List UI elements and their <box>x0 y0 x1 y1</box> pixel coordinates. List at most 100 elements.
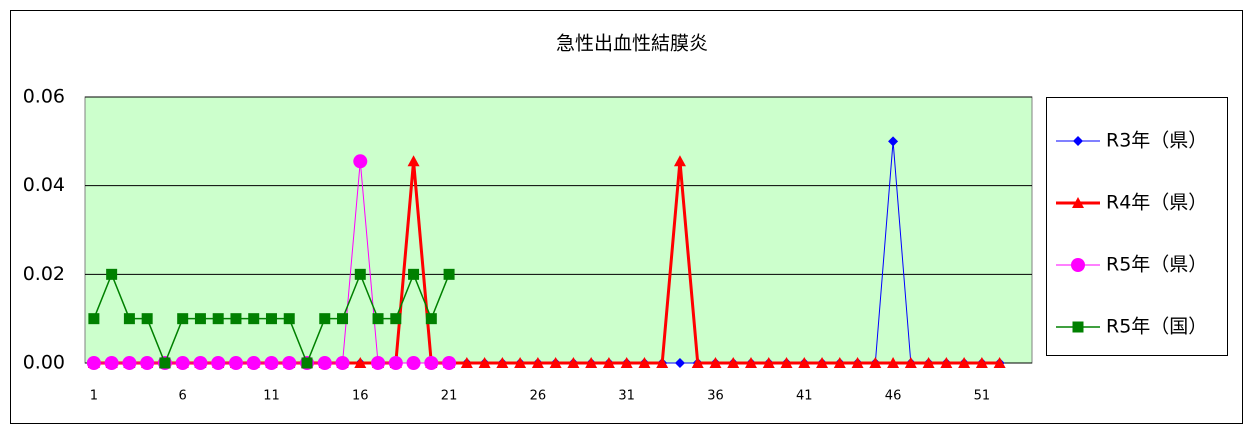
point <box>674 358 685 368</box>
point <box>337 313 349 325</box>
y-tick-label: 0.02 <box>23 263 65 285</box>
point <box>193 356 208 370</box>
x-tick-label: 26 <box>530 389 547 404</box>
point <box>390 313 402 325</box>
point <box>175 356 190 370</box>
point <box>869 357 882 368</box>
point <box>709 357 722 368</box>
point <box>86 356 101 370</box>
point <box>177 313 189 325</box>
point <box>443 268 455 280</box>
point <box>745 357 757 368</box>
x-tick-label: 11 <box>263 389 280 404</box>
point <box>442 356 457 370</box>
point <box>194 313 206 325</box>
point <box>140 356 155 370</box>
y-tick-label: 0.04 <box>23 174 65 196</box>
point <box>425 313 437 325</box>
x-tick-label: 21 <box>441 389 458 404</box>
point <box>585 357 598 368</box>
point <box>673 155 686 167</box>
point <box>567 357 580 368</box>
point <box>319 313 331 325</box>
point <box>888 136 899 147</box>
point <box>246 356 261 370</box>
point <box>353 154 368 169</box>
point <box>228 356 243 370</box>
x-tick-label: 1 <box>90 389 98 404</box>
point <box>620 357 633 368</box>
point <box>478 357 491 368</box>
x-tick-label: 36 <box>707 389 724 404</box>
point <box>975 357 988 368</box>
point <box>940 357 953 368</box>
point <box>211 356 226 370</box>
point <box>762 357 775 368</box>
point <box>691 357 704 368</box>
point <box>212 313 224 325</box>
x-tick-label: 6 <box>179 389 187 404</box>
y-tick-label: 0.06 <box>23 86 65 108</box>
point <box>248 313 260 325</box>
point <box>372 313 384 325</box>
y-tick-label: 0.00 <box>23 352 65 374</box>
point <box>335 356 350 370</box>
point <box>88 313 100 325</box>
point <box>798 357 811 368</box>
legend-marker <box>1073 136 1083 146</box>
point <box>514 357 527 368</box>
point <box>230 313 242 325</box>
point <box>727 357 740 368</box>
point <box>904 357 917 368</box>
plot-area <box>84 96 1033 364</box>
point <box>638 357 651 368</box>
point <box>424 356 439 370</box>
point <box>407 155 420 167</box>
point <box>549 357 562 368</box>
point <box>301 357 313 369</box>
point <box>496 357 509 368</box>
x-tick-label: 31 <box>618 389 635 404</box>
point <box>354 268 366 280</box>
point <box>851 357 864 368</box>
x-tick-label: 16 <box>352 389 369 404</box>
legend-marker <box>1072 197 1084 208</box>
point <box>993 357 1006 368</box>
point <box>406 356 421 370</box>
point <box>104 356 119 370</box>
legend-marker <box>1072 321 1084 333</box>
point <box>460 357 473 368</box>
point <box>106 268 118 280</box>
x-tick-label: 51 <box>974 389 991 404</box>
point <box>388 356 403 370</box>
point <box>602 357 615 368</box>
x-tick-label: 41 <box>796 389 813 404</box>
legend-label: R4年（県） <box>1106 192 1207 214</box>
point <box>159 357 171 369</box>
x-tick-label: 46 <box>885 389 902 404</box>
point <box>283 313 295 325</box>
point <box>816 357 829 368</box>
point <box>264 356 279 370</box>
legend-label: R5年（県） <box>1106 254 1207 276</box>
point <box>371 356 386 370</box>
point <box>656 357 669 368</box>
point <box>922 357 935 368</box>
point <box>123 313 135 325</box>
point <box>141 313 153 325</box>
legend-label: R5年（国） <box>1106 316 1207 338</box>
point <box>265 313 277 325</box>
point <box>317 356 332 370</box>
point <box>122 356 137 370</box>
point <box>354 357 367 368</box>
legend-label: R3年（県） <box>1106 130 1207 152</box>
point <box>282 356 297 370</box>
point <box>780 357 793 368</box>
chart-title: 急性出血性結膜炎 <box>556 33 708 55</box>
point <box>408 268 420 280</box>
point <box>958 357 971 368</box>
point <box>531 357 544 368</box>
legend-marker <box>1071 258 1085 272</box>
point <box>833 357 846 368</box>
